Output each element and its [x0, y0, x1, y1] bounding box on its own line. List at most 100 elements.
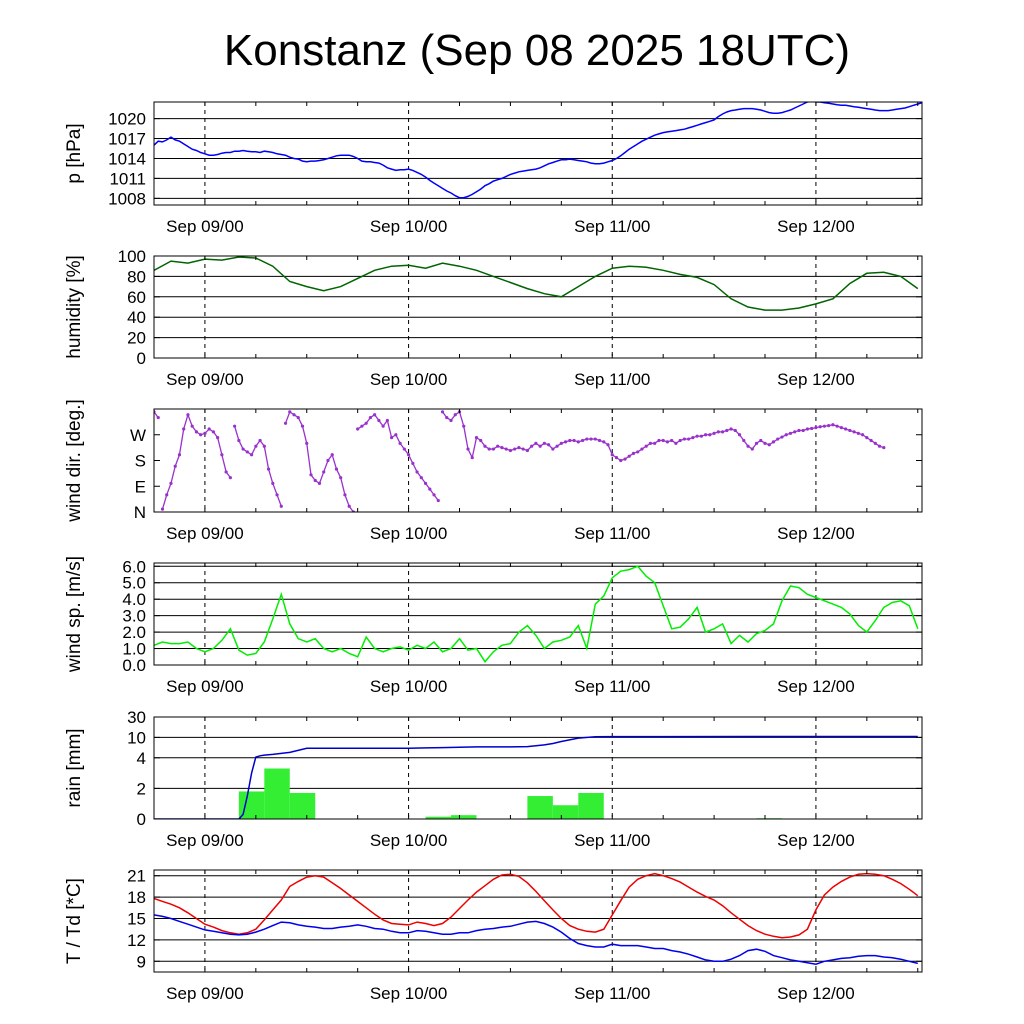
data-segment [828, 424, 834, 427]
x-tick-label: Sep 12/00 [777, 370, 855, 389]
x-tick-label: Sep 12/00 [777, 984, 855, 1003]
series-group [154, 872, 919, 965]
data-segment [548, 444, 554, 450]
data-segment [722, 429, 728, 433]
data-segment [187, 414, 193, 427]
data-segment [862, 434, 868, 439]
x-tick-label: Sep 11/00 [574, 370, 650, 389]
data-segment [582, 438, 588, 442]
data-segment [526, 445, 533, 451]
y-tick-label: 15 [127, 910, 146, 929]
data-segment [318, 471, 325, 484]
data-segment [200, 432, 206, 436]
x-tick-label: Sep 12/00 [777, 217, 855, 236]
data-segment [374, 414, 380, 421]
series-line-humidity [154, 256, 919, 311]
rain-bar [425, 816, 452, 819]
data-segment [501, 447, 507, 450]
panel-wind_speed: 0.01.02.03.04.05.06.0 wind sp. [m/s] Sep 0… [64, 556, 923, 696]
data-segment [628, 452, 634, 457]
data-segment [713, 431, 719, 434]
data-segment [768, 441, 774, 446]
data-segment [794, 429, 800, 433]
data-segment [463, 426, 469, 450]
data-segment [671, 439, 677, 444]
data-segment [692, 435, 698, 439]
data-segment [675, 439, 681, 444]
data-segment [442, 411, 448, 418]
data-segment [739, 434, 745, 441]
data-point [920, 0, 923, 2]
x-tick-label: Sep 11/00 [574, 831, 650, 850]
y-tick-label: 5.0 [122, 574, 146, 593]
data-segment [284, 411, 291, 424]
rain-bar [552, 805, 579, 819]
data-segment [399, 442, 405, 450]
data-segment [522, 448, 528, 452]
series-line-Td [154, 914, 918, 965]
data-segment [276, 494, 282, 507]
data-segment [208, 428, 214, 433]
data-segment [866, 437, 872, 442]
data-segment [845, 428, 851, 432]
series-line-T [154, 872, 919, 939]
data-segment [824, 424, 829, 427]
data-segment [233, 425, 240, 441]
data-segment [242, 448, 248, 453]
data-segment [446, 417, 452, 421]
data-segment [429, 488, 435, 496]
rain-bar [289, 792, 316, 819]
data-segment [408, 454, 414, 464]
y-tick-label: 2.0 [122, 623, 146, 642]
data-segment [870, 439, 876, 444]
data-segment [760, 439, 766, 444]
data-segment [514, 447, 520, 450]
x-tick-label: Sep 10/00 [370, 984, 448, 1003]
series-group [154, 735, 918, 819]
data-segment [531, 442, 537, 447]
x-tick-label: Sep 10/00 [370, 831, 448, 850]
x-tick-label: Sep 09/00 [166, 984, 244, 1003]
data-segment [259, 440, 265, 447]
data-segment [641, 445, 647, 450]
data-segment [811, 426, 817, 430]
data-segment [365, 417, 371, 424]
data-segment [505, 448, 511, 452]
data-segment [611, 454, 617, 459]
data-segment [467, 448, 473, 458]
x-tick-label: Sep 11/00 [574, 677, 650, 696]
data-segment [221, 454, 227, 473]
data-segment [493, 445, 499, 450]
data-segment [331, 454, 338, 470]
data-segment [874, 442, 880, 447]
data-segment [849, 429, 855, 433]
plot-frame [153, 869, 923, 973]
data-segment [709, 432, 715, 436]
y-tick-label: S [135, 452, 146, 471]
data-segment [263, 446, 270, 470]
data-segment [595, 438, 600, 442]
data-segment [807, 427, 812, 430]
data-segment [391, 434, 397, 439]
data-segment [174, 454, 181, 467]
series-group [154, 565, 919, 663]
series-group [154, 0, 923, 512]
plot-frame [153, 101, 923, 206]
data-segment [403, 448, 410, 456]
data-segment [412, 463, 418, 473]
data-segment [458, 411, 465, 427]
data-segment [484, 445, 490, 450]
y-tick-label: 0 [137, 349, 146, 368]
data-segment [599, 439, 604, 443]
data-segment [701, 434, 706, 437]
y-tick-label: 1008 [108, 189, 146, 208]
data-segment [743, 440, 749, 447]
x-tick-label: Sep 09/00 [166, 370, 244, 389]
data-segment [425, 483, 431, 490]
rain-cumulative-line [154, 735, 918, 819]
data-segment [616, 457, 622, 462]
x-tick-label: Sep 10/00 [370, 524, 448, 543]
data-segment [335, 468, 342, 478]
data-segment [386, 420, 393, 438]
